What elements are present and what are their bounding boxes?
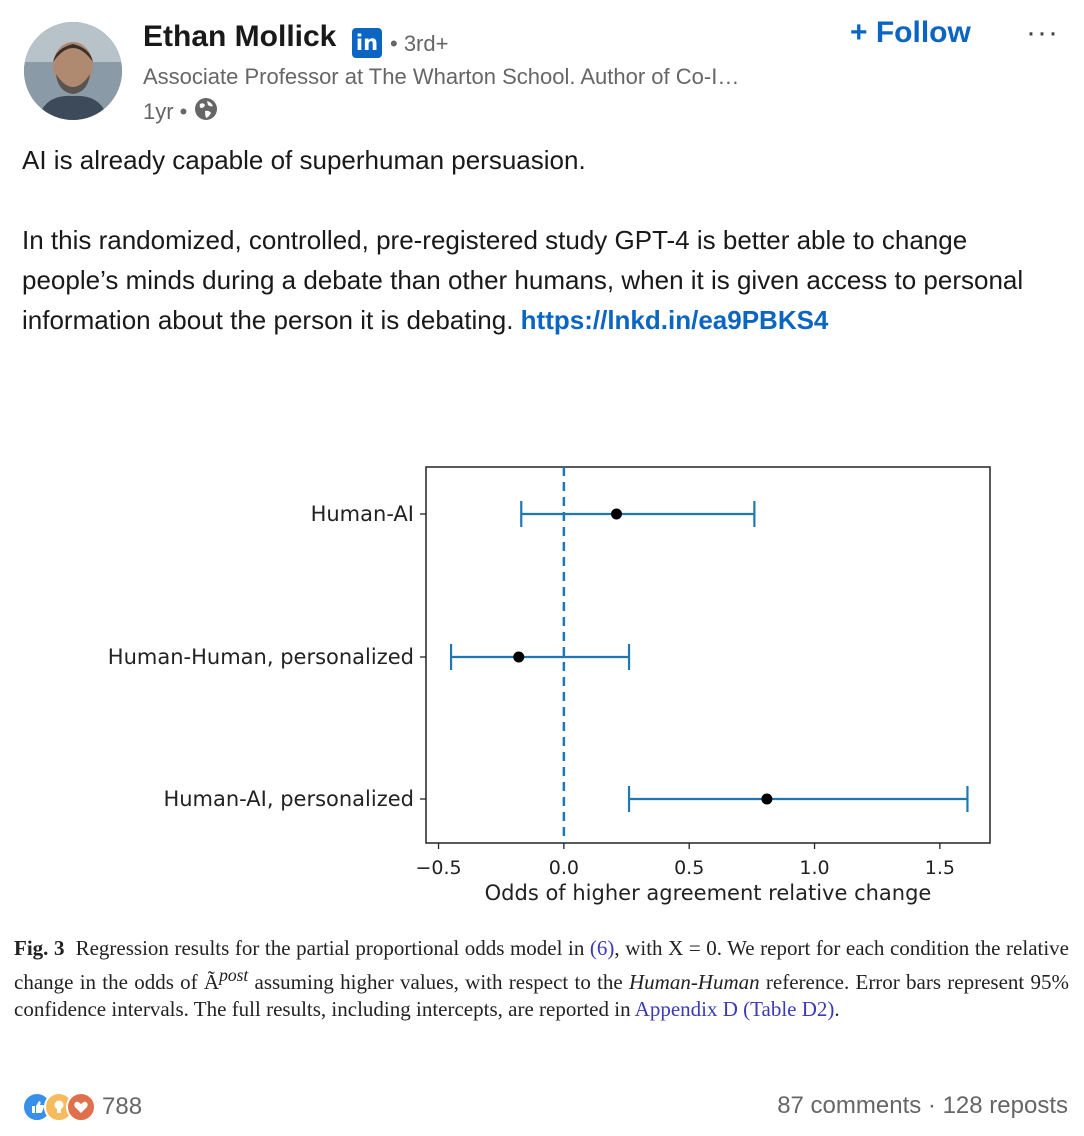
- figure-caption: Fig. 3 Regression results for the partia…: [14, 935, 1069, 1023]
- caption-superscript: post: [219, 965, 249, 985]
- post-body: AI is already capable of superhuman pers…: [22, 140, 1062, 340]
- author-headline: Associate Professor at The Wharton Schoo…: [143, 64, 740, 89]
- caption-part-3: assuming higher values, with respect to …: [248, 970, 629, 994]
- author-name[interactable]: Ethan Mollick: [143, 20, 337, 53]
- post-text-paragraph-2: In this randomized, controlled, pre-regi…: [22, 220, 1062, 340]
- x-tick-label: 1.5: [925, 857, 955, 879]
- more-options-icon[interactable]: ···: [1026, 16, 1059, 49]
- caption-eq-ref: (6): [589, 936, 615, 960]
- post-image[interactable]: −0.5 0.0 0.5 1.0 1.5 Odds of higher agreement…: [0, 440, 1084, 920]
- globe-icon: [193, 96, 219, 128]
- linkedin-premium-icon: in: [352, 28, 382, 58]
- y-tick-label: Human-Human, personalized: [108, 645, 414, 669]
- plot-frame: [425, 466, 991, 844]
- reactions-summary[interactable]: 788: [22, 1092, 142, 1122]
- point-estimate: [611, 508, 623, 520]
- x-axis-label: Odds of higher agreement relative change: [485, 881, 932, 905]
- post-text-line-1: AI is already capable of superhuman pers…: [22, 145, 586, 175]
- post-text-body: In this randomized, controlled, pre-regi…: [22, 225, 1024, 335]
- reaction-count[interactable]: 788: [102, 1093, 143, 1120]
- caption-part-1: Regression results for the partial propo…: [75, 936, 590, 960]
- author-avatar[interactable]: [24, 22, 122, 120]
- caption-appendix-ref: Appendix D: [634, 997, 738, 1021]
- point-estimate: [761, 793, 773, 805]
- caption-fig-label: Fig. 3: [14, 936, 65, 960]
- connection-degree: • 3rd+: [390, 31, 449, 56]
- x-tick-label: −0.5: [415, 857, 461, 879]
- caption-reference-name: Human-Human: [628, 970, 760, 994]
- y-tick-label: Human-AI, personalized: [163, 787, 414, 811]
- comments-reposts-count[interactable]: 87 comments · 128 reposts: [777, 1092, 1068, 1119]
- follow-button[interactable]: + Follow: [850, 16, 971, 49]
- post-link[interactable]: https://lnkd.in/ea9PBKS4: [520, 305, 829, 335]
- caption-part-4: reference. Error bars represent 95% conf…: [14, 970, 1069, 1021]
- love-reaction-icon: [66, 1092, 96, 1122]
- y-tick-label: Human-AI: [311, 502, 414, 526]
- caption-part-2: , with X = 0. We report for each conditi…: [14, 936, 1070, 994]
- point-estimate: [513, 651, 525, 663]
- caption-end: .: [834, 997, 840, 1021]
- x-tick-label: 0.0: [549, 857, 579, 879]
- x-tick-label: 0.5: [674, 857, 704, 879]
- caption-table-ref: (Table D2): [743, 997, 835, 1021]
- x-tick-label: 1.0: [799, 857, 829, 879]
- post-meta: 1yr •: [143, 96, 219, 128]
- post-age: 1yr •: [143, 99, 188, 124]
